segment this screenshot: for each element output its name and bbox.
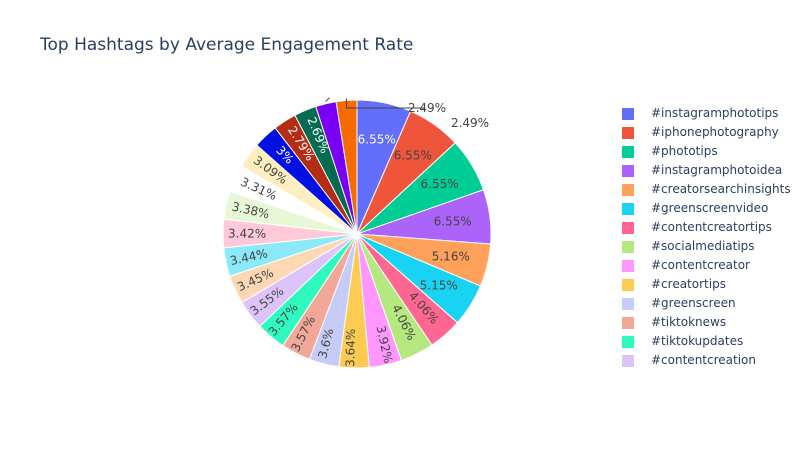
legend-item[interactable]: #instagramphototips: [622, 105, 802, 124]
legend-swatch: [622, 222, 634, 234]
legend-label: #instagramphototips: [651, 106, 779, 120]
legend-swatch: [622, 241, 634, 253]
legend-swatch: [622, 203, 634, 215]
legend-swatch: [622, 165, 634, 177]
legend-swatch: [622, 355, 634, 367]
legend-swatch: [622, 336, 634, 348]
legend-swatch: [622, 260, 634, 272]
slice-label: 5.16%: [432, 250, 470, 264]
slice-label: 6.55%: [358, 133, 396, 147]
legend-label: #contentcreation: [651, 353, 756, 367]
legend-item[interactable]: #contentcreatortips: [622, 219, 802, 238]
chart-legend: #instagramphototips #iphonephotography #ph…: [622, 105, 802, 371]
legend-label: #tiktoknews: [651, 315, 727, 329]
legend-label: #phototips: [651, 144, 718, 158]
legend-item[interactable]: #creatortips: [622, 276, 802, 295]
legend-item[interactable]: #phototips: [622, 143, 802, 162]
legend-swatch: [622, 317, 634, 329]
label-leader-line: [325, 97, 330, 103]
legend-label: #greenscreenvideo: [651, 201, 769, 215]
legend-label: #socialmediatips: [651, 239, 755, 253]
legend-swatch: [622, 279, 634, 291]
legend-item[interactable]: #greenscreenvideo: [622, 200, 802, 219]
legend-item[interactable]: #tiktoknews: [622, 314, 802, 333]
legend-swatch: [622, 298, 634, 310]
legend-item[interactable]: #creatorsearchinsights: [622, 181, 802, 200]
legend-label: #creatortips: [651, 277, 726, 291]
legend-swatch: [622, 127, 634, 139]
slice-label: 2.49%: [451, 116, 489, 130]
legend-item[interactable]: #iphonephotography: [622, 124, 802, 143]
legend-item[interactable]: #instagramphotoidea: [622, 162, 802, 181]
legend-label: #iphonephotography: [651, 125, 779, 139]
slice-label: 5.15%: [420, 278, 458, 292]
slice-label: 6.55%: [394, 148, 432, 162]
slice-label: 3.64%: [343, 329, 358, 367]
legend-label: #creatorsearchinsights: [651, 182, 791, 196]
slice-label: 3.42%: [228, 227, 266, 241]
slice-label: 6.55%: [434, 214, 472, 228]
legend-label: #contentcreator: [651, 258, 750, 272]
legend-item[interactable]: #greenscreen: [622, 295, 802, 314]
legend-swatch: [622, 184, 634, 196]
chart-title: Top Hashtags by Average Engagement Rate: [40, 35, 414, 55]
legend-swatch: [622, 146, 634, 158]
legend-item[interactable]: #contentcreator: [622, 257, 802, 276]
legend-swatch: [622, 108, 634, 120]
legend-item[interactable]: #tiktokupdates: [622, 333, 802, 352]
legend-item[interactable]: #contentcreation: [622, 352, 802, 371]
legend-item[interactable]: #socialmediatips: [622, 238, 802, 257]
slice-label: 2.49%: [408, 101, 446, 115]
legend-label: #greenscreen: [651, 296, 736, 310]
label-leader-line: [345, 98, 425, 109]
legend-label: #contentcreatortips: [651, 220, 772, 234]
legend-label: #instagramphotoidea: [651, 163, 783, 177]
legend-label: #tiktokupdates: [651, 334, 744, 348]
slice-label: 6.55%: [421, 177, 459, 191]
